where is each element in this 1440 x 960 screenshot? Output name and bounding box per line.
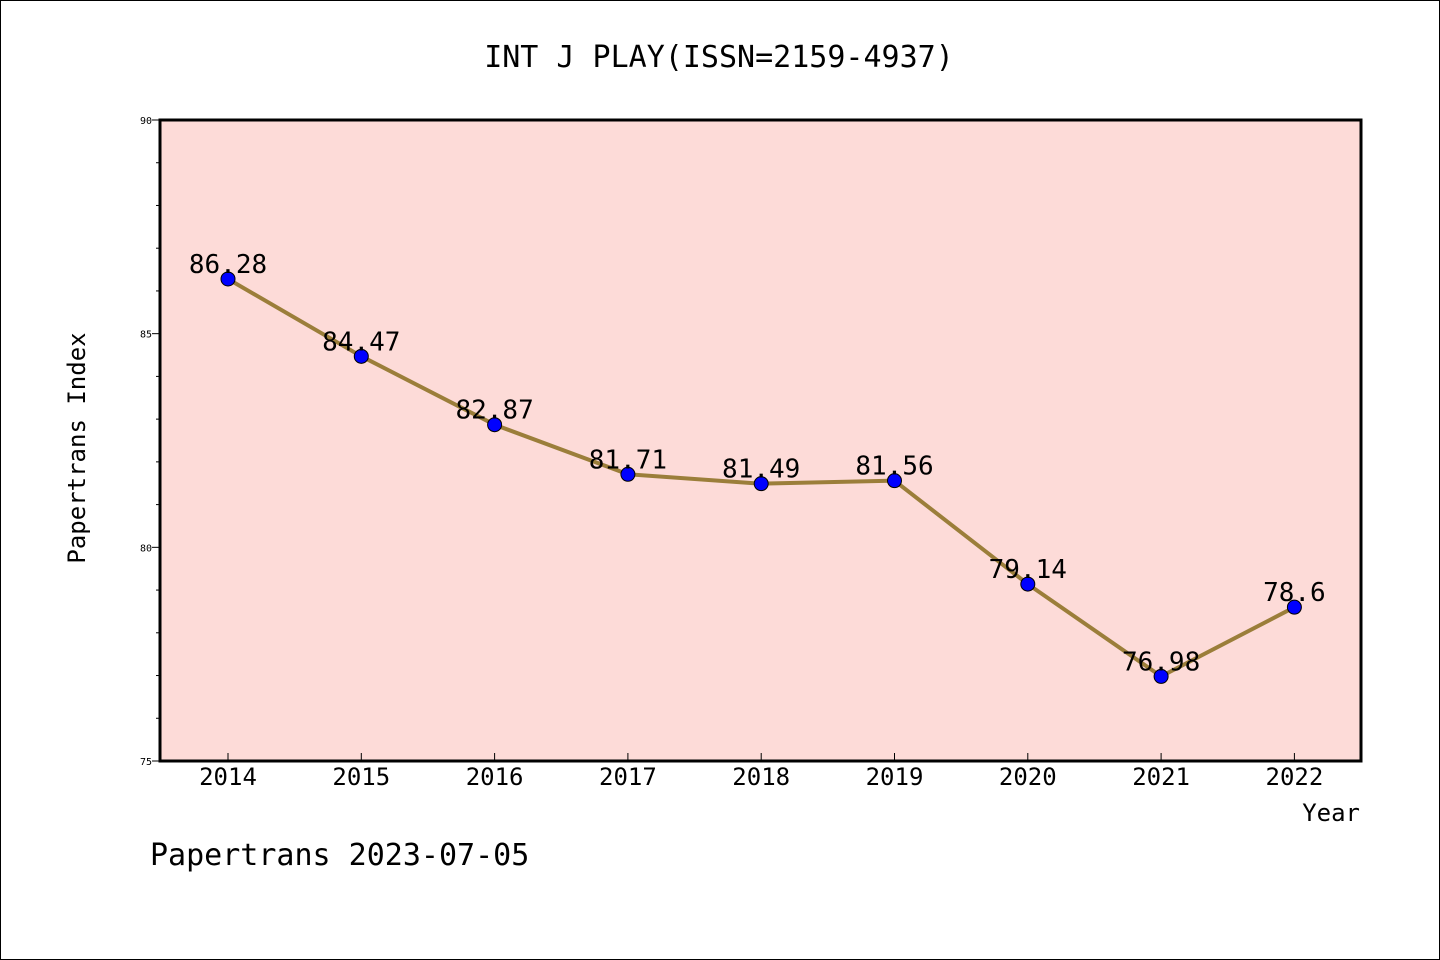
x-tick-label: 2020	[999, 763, 1057, 791]
y-tick-label: 75	[140, 757, 152, 768]
data-point	[753, 476, 769, 492]
data-label: 78.6	[1263, 578, 1326, 608]
x-tick-label: 2017	[599, 763, 657, 791]
data-label: 81.56	[855, 452, 933, 482]
data-label: 79.14	[989, 555, 1067, 585]
y-tick-label: 80	[140, 543, 152, 554]
footer-text: Papertrans 2023-07-05	[150, 838, 529, 873]
data-point	[887, 473, 902, 489]
data-labels: 86.28 84.47 82.87 81.71 81.49 81.56 79.14 76.98…	[189, 250, 1326, 677]
data-point	[1153, 668, 1169, 684]
x-tick-label: 2016	[466, 763, 524, 791]
x-tick-label: 2015	[332, 763, 390, 791]
x-tick-label: 2018	[732, 763, 790, 791]
data-label: 81.49	[722, 455, 800, 485]
y-axis: 75 80 85 90	[140, 116, 160, 768]
plot-area	[158, 118, 1363, 763]
x-tick-label: 2014	[199, 763, 257, 791]
x-tick-label: 2021	[1132, 763, 1190, 791]
y-tick-label: 90	[140, 116, 152, 127]
data-label: 82.87	[455, 396, 533, 426]
data-label: 86.28	[189, 250, 267, 280]
data-label: 76.98	[1122, 647, 1200, 677]
data-point	[220, 271, 236, 287]
x-tick-label: 2019	[866, 763, 924, 791]
data-point	[1020, 576, 1036, 592]
chart-title: INT J PLAY(ISSN=2159-4937)	[484, 40, 954, 75]
x-axis-label: Year	[1302, 799, 1360, 827]
data-label: 84.47	[322, 327, 400, 357]
x-tick-label: 2022	[1266, 763, 1324, 791]
data-point	[353, 348, 369, 364]
y-axis-label: Papertrans Index	[63, 332, 91, 563]
data-point	[620, 466, 636, 482]
data-markers	[220, 271, 1302, 684]
data-point	[487, 417, 503, 433]
x-axis: 2014 2015 2016 2017 2018 2019 2020 2021 2022	[199, 753, 1323, 791]
y-tick-label: 85	[140, 330, 152, 341]
data-label: 81.71	[589, 445, 667, 475]
data-point	[1286, 599, 1302, 615]
